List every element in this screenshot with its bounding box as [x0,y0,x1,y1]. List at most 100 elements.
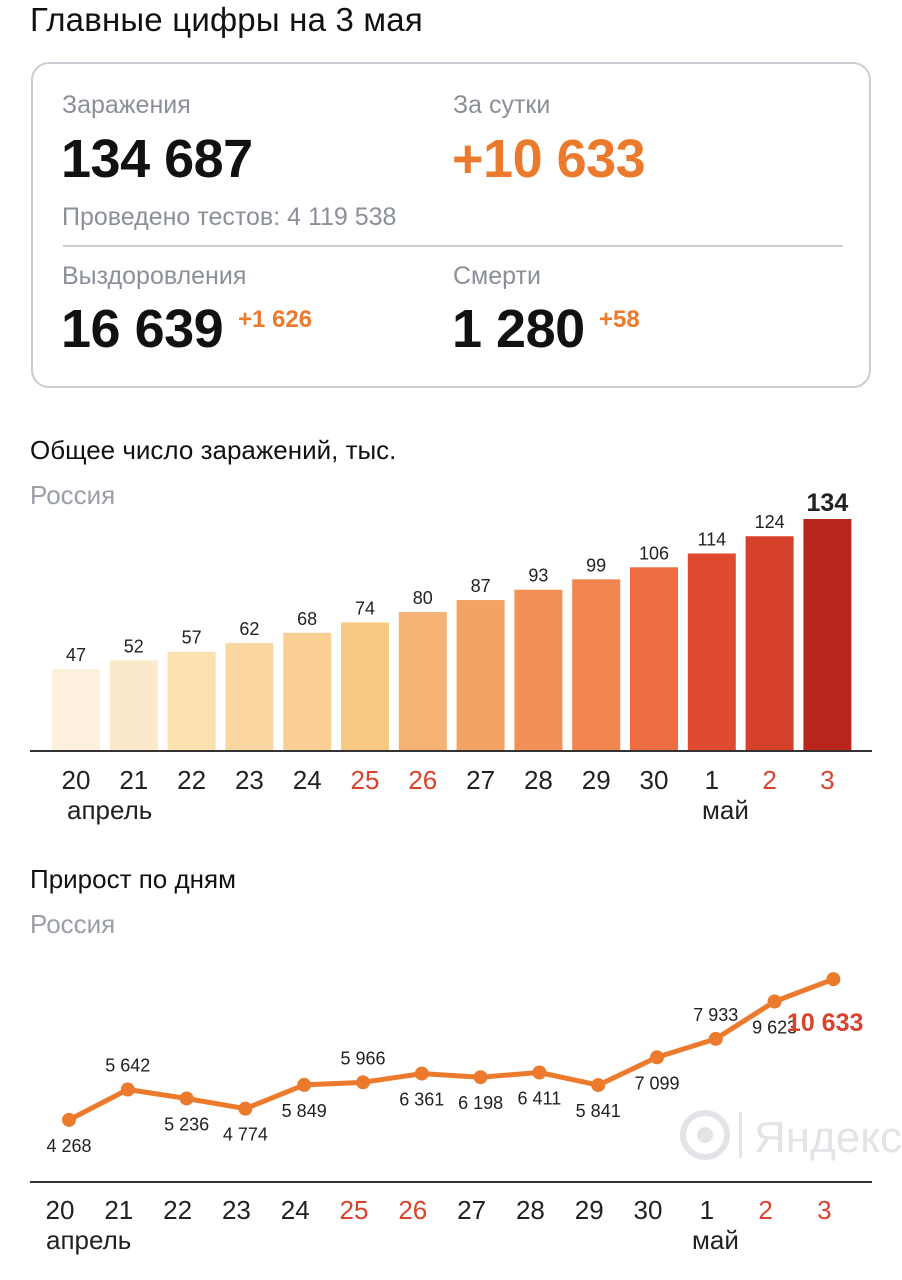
watermark-text: Яндекс [754,1113,902,1162]
x-tick-label: 25 [340,1195,369,1225]
x-tick-label: 28 [524,765,553,795]
x-tick-label: 30 [634,1195,663,1225]
month-label: апрель [67,795,152,825]
point-value-label: 9 623 [752,1017,797,1037]
per-day-value: +10 633 [452,129,646,189]
bar-value-label: 62 [239,619,259,639]
point-value-label: 6 411 [518,1088,562,1108]
x-tick-label: 2 [762,765,776,795]
bar [167,651,216,750]
data-point [179,1091,194,1106]
point-value-label: 6 361 [399,1090,444,1110]
data-point [473,1070,488,1085]
bar-value-label: 47 [66,645,86,665]
x-tick-label: 3 [820,765,834,795]
bar [109,660,158,750]
data-point [356,1075,370,1090]
bar-value-label: 114 [697,529,726,549]
point-value-label: 6 198 [458,1093,503,1113]
month-label: апрель [46,1225,131,1255]
deaths-delta: +58 [599,306,640,333]
bar [687,553,736,750]
x-tick-label: 1 [700,1195,714,1225]
bar-chart-title: Общее число заражений, тыс. [30,435,397,465]
x-tick-label: 27 [457,1195,486,1225]
x-tick-label: 23 [235,765,264,795]
recovered-delta: +1 626 [238,306,313,333]
bar [803,519,852,750]
bar-value-label: 99 [586,555,606,575]
point-value-label: 4 774 [223,1125,268,1145]
deaths-value: 1 280 [452,299,585,359]
bar [630,567,678,750]
x-tick-label: 1 [705,765,719,795]
bar-value-label: 87 [471,576,491,596]
data-point [708,1031,723,1046]
data-point [767,994,782,1009]
bar [572,579,621,750]
point-value-label: 5 642 [105,1055,150,1075]
point-value-label: 4 268 [46,1136,91,1156]
line-chart-subtitle: Россия [30,909,116,939]
x-tick-label: 20 [62,765,91,795]
bar-chart-subtitle: Россия [30,480,116,510]
x-tick-label: 27 [466,765,495,795]
x-tick-label: 2 [758,1195,772,1225]
x-tick-label: 21 [119,765,148,795]
bar-value-label: 68 [297,609,317,629]
data-point [120,1082,135,1097]
data-point [650,1050,664,1065]
bar [456,600,505,750]
series-line [67,976,835,1123]
bar-value-label: 106 [639,543,669,563]
bar-value-label: 52 [124,636,144,656]
x-tick-label: 22 [163,1195,192,1225]
bar [514,589,563,750]
x-tick-label: 20 [46,1195,75,1225]
x-tick-label: 24 [281,1195,310,1225]
x-tick-label: 26 [398,1195,427,1225]
bar-value-label: 134 [807,489,849,517]
bar-value-label: 57 [182,628,202,648]
point-value-label: 7 933 [693,1005,738,1025]
bar [341,622,389,750]
page-title: Главные цифры на 3 мая [30,1,423,38]
card-divider [63,245,843,247]
x-tick-label: 21 [104,1195,133,1225]
yandex-watermark: Яндекс [680,1110,902,1162]
bar-value-label: 80 [413,588,433,608]
x-tick-label: 29 [575,1195,604,1225]
line-chart-title: Прирост по дням [30,864,236,894]
x-tick-label: 28 [516,1195,545,1225]
data-point [826,972,841,987]
point-value-label: 7 099 [634,1073,679,1093]
x-tick-label: 25 [351,765,380,795]
bar [52,668,100,750]
deaths-label: Смерти [453,262,541,290]
bar-chart: 4720522157226223682474258026872793289929… [30,489,872,825]
recovered-label: Выздоровления [62,262,247,290]
bar-value-label: 93 [528,566,548,586]
infections-value: 134 687 [61,129,253,189]
summary-card: Заражения 134 687 За сутки +10 633 Прове… [31,62,871,388]
point-value-label: 10 633 [787,1009,863,1037]
data-point [414,1066,429,1081]
month-label: май [692,1225,739,1255]
point-value-label: 5 849 [282,1101,327,1121]
bar-value-label: 124 [755,512,785,532]
tests-count: Проведено тестов: 4 119 538 [62,203,397,231]
x-tick-label: 29 [582,765,611,795]
data-point [238,1101,253,1116]
bar [398,612,447,750]
x-tick-label: 26 [408,765,437,795]
data-point [297,1077,312,1092]
bar [225,643,274,750]
point-value-label: 5 966 [340,1048,385,1068]
recovered-value: 16 639 [61,299,224,359]
x-tick-label: 22 [177,765,206,795]
point-value-label: 5 841 [576,1101,621,1121]
point-value-label: 5 236 [164,1114,209,1134]
infections-label: Заражения [62,91,191,119]
month-label: май [702,795,749,825]
bar [283,632,332,750]
